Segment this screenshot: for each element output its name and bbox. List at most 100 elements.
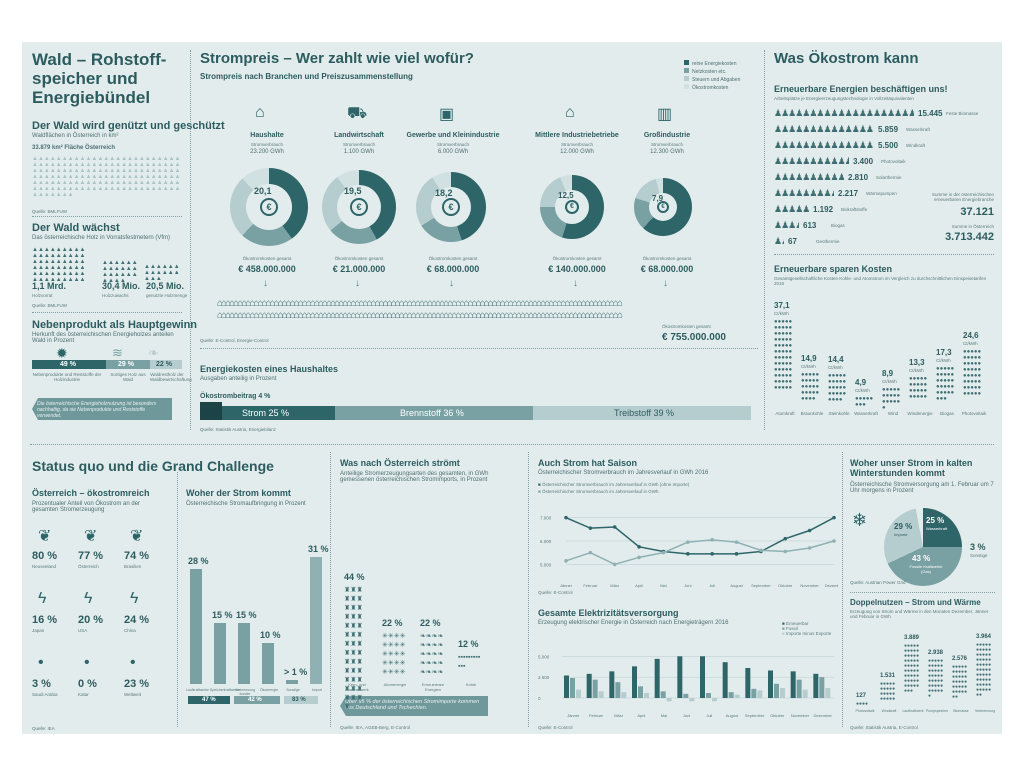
job-label: Wasserkraft bbox=[906, 127, 930, 132]
job-label: Windkraft bbox=[906, 143, 926, 148]
kosten-unit: Ct/kWh bbox=[882, 379, 897, 384]
energiekosten-title: Energiekosten eines Haushaltes bbox=[200, 364, 339, 374]
oe-title: Österreich – ökostromreich bbox=[32, 488, 150, 498]
data-point bbox=[564, 515, 568, 520]
woher-title: Woher der Strom kommt bbox=[186, 488, 291, 498]
saison-source: Quelle: E-Control bbox=[538, 590, 573, 595]
coin-stack: ●●●●●●●●●●●●●●●●●●●●●●●●●●●●●●●●●●●●●●●● bbox=[963, 349, 982, 397]
gesamt-source: Quelle: E-Control bbox=[538, 725, 573, 730]
data-point bbox=[832, 515, 836, 520]
oeko-label: Ökostromkosten gesamt bbox=[642, 256, 692, 261]
doppel-source: Quelle: Statistik Austria, E-Control bbox=[850, 725, 918, 730]
lightning-icon: ϟ bbox=[130, 590, 139, 607]
sum-value: 37.121 bbox=[960, 206, 994, 218]
bar bbox=[677, 656, 683, 698]
bar bbox=[609, 671, 615, 698]
total-value: 3.713.442 bbox=[945, 231, 994, 243]
kosten-unit: Ct/kWh bbox=[963, 341, 978, 346]
job-label: Solarthermie bbox=[876, 175, 902, 180]
total-landwirtschaft: € 21.000.000 bbox=[332, 264, 386, 274]
herkunft-bar-1 bbox=[32, 360, 106, 369]
wald-s2-label-2: Holzzuwachs bbox=[102, 293, 129, 298]
house-row: ⌂⌂⌂⌂⌂⌂⌂⌂⌂⌂⌂⌂⌂⌂⌂⌂⌂⌂⌂⌂⌂⌂⌂⌂⌂⌂⌂⌂⌂⌂⌂⌂⌂⌂⌂⌂⌂⌂⌂⌂… bbox=[217, 298, 623, 309]
coin-stack: ●●●●●●●●●●●●●●●●●●●●●●●● bbox=[801, 372, 820, 402]
job-label: Biokraftstoffe bbox=[841, 207, 868, 212]
x-tick-label: Februar bbox=[589, 713, 604, 718]
strompreis-legend: reine Energiekosten Netzkosten etc. Steu… bbox=[684, 60, 740, 92]
job-label: Feste Biomasse bbox=[946, 111, 979, 116]
bar bbox=[586, 673, 592, 698]
kosten-value: 14,9 bbox=[801, 354, 817, 363]
import-value: 12 % bbox=[458, 638, 479, 649]
person-row: ♟♟♟♟♟♟♟♟♟♟♟♟♟♟♟♟♟♟♟♟♟♟♟♟♟♟♟♟♟♟ bbox=[774, 156, 849, 166]
bar bbox=[638, 686, 643, 698]
drop-icon: • bbox=[38, 654, 44, 671]
data-point bbox=[759, 548, 763, 553]
kosten-value: 4,9 bbox=[855, 378, 867, 387]
legend-item: Österreichischer Stromverbrauch im Jahre… bbox=[541, 482, 690, 487]
legend-item: Österreichischer Stromverbrauch im Jahre… bbox=[541, 489, 659, 494]
bar bbox=[768, 670, 773, 698]
strompreis-source: Quelle: E-Control, Energie-Control bbox=[200, 338, 269, 343]
kalt-source: Quelle: Austrian Power Grid bbox=[850, 580, 906, 585]
doppel-icons: ●●●●●●●●●●●●●●●●●●●●●●●●●●●●●●●●●●●● bbox=[928, 657, 944, 699]
energiekosten-source: Quelle: Statistik Austria, Energiebilanz bbox=[200, 427, 277, 432]
coin-stack: ●●●●●●●●●●●●●●●●●●●●●●●●●●●● bbox=[936, 366, 955, 402]
coin-stack: ●●●●●●●●●●●●●●●●●●●●●●●●●●●●●●●●●●●●●●●●… bbox=[774, 319, 793, 391]
leaf-icon: ❦ bbox=[84, 528, 98, 545]
kosten-sub: Gesamtgesellschaftliche Kosten Kohle- un… bbox=[774, 276, 987, 286]
x-tick-label: Dezember bbox=[825, 583, 838, 588]
divider bbox=[190, 50, 191, 430]
total-haushalte: € 458.000.000 bbox=[238, 264, 296, 274]
coin-stack: ●●●●●●●●●●●●●●●●●●●● bbox=[909, 376, 928, 400]
brennstoff-label: Brennstoff 36 % bbox=[400, 408, 464, 418]
bar bbox=[576, 689, 581, 698]
doppel-value: 2.938 bbox=[928, 649, 944, 656]
woher-value: 10 % bbox=[260, 630, 281, 640]
wald-s2-value-3: 20,5 Mio. bbox=[146, 281, 185, 291]
jobs-sub: Arbeitsplätze je Energieerzeugungstechno… bbox=[774, 96, 914, 101]
bar bbox=[734, 694, 740, 698]
import-value: 22 % bbox=[420, 617, 441, 628]
x-tick-label: Mai bbox=[661, 713, 668, 718]
sum-label: Summe in der österreichischen erneuerbar… bbox=[931, 192, 994, 202]
wald-s1-title: Der Wald wird genützt und geschützt bbox=[32, 120, 225, 132]
leaf-icon: ❧ bbox=[148, 345, 159, 360]
person-row: ♟♟♟♟♟♟♟♟♟♟ bbox=[774, 220, 799, 230]
oeko-label: Ökostromkosten gesamt bbox=[428, 256, 478, 261]
legend-item: Erneuerbar bbox=[785, 621, 809, 626]
woher-value: 15 % bbox=[236, 609, 257, 620]
y-tick-label: 5.000 bbox=[538, 654, 550, 659]
euro-icon: € bbox=[649, 193, 677, 221]
sector-name-haushalte: Haushalte bbox=[250, 132, 284, 139]
kalt-sub: Österreichische Stromversorgung am 1. Fe… bbox=[850, 482, 994, 494]
series-line bbox=[565, 516, 835, 555]
x-tick-label: April bbox=[635, 583, 643, 588]
woher-bar bbox=[286, 679, 298, 684]
sector-usage: 6.000 GWh bbox=[437, 149, 469, 155]
tree-grid-1: ▲▲▲▲▲▲▲▲▲▲▲▲▲▲▲▲▲▲▲▲▲▲▲▲▲▲▲▲▲▲▲▲▲▲▲▲▲▲▲▲… bbox=[32, 247, 86, 283]
drop-icon: • bbox=[84, 654, 90, 671]
legend-item: reine Energiekosten bbox=[692, 61, 737, 67]
gesamt-title: Gesamte Elektrizitätsversorgung bbox=[538, 608, 679, 618]
grand-total-label: Ökostromkosten gesamt bbox=[662, 324, 711, 329]
sector-usage: 12.300 GWh bbox=[650, 149, 684, 155]
kosten-value: 17,3 bbox=[936, 348, 952, 357]
gear-icon: ✹ bbox=[56, 345, 68, 361]
x-tick-label: Mai bbox=[660, 583, 667, 588]
kalt-slice-3-label: Fossile Kraftwerke (Gas) bbox=[909, 564, 943, 574]
import-icons: ♜♜♜♜♜♜♜♜♜♜♜♜♜♜♜♜♜♜♜♜♜♜♜♜♜♜♜♜♜♜♜♜♜♜♜♜♜♜♜♜ bbox=[344, 586, 363, 711]
woher-value: 28 % bbox=[188, 556, 209, 567]
x-tick-label: November bbox=[800, 583, 819, 588]
x-tick-label: Oktober bbox=[770, 713, 785, 718]
strompreis-title: Strompreis – Wer zahlt wie viel wofür? bbox=[200, 50, 474, 67]
wald-s2-title: Der Wald wächst bbox=[32, 222, 120, 234]
y-tick-label: 7.000 bbox=[540, 516, 552, 521]
snowflake-icon: ❄ bbox=[852, 510, 868, 530]
poster: Wald – Rohstoff-speicher und Energiebünd… bbox=[22, 42, 1002, 734]
y-tick-label: 0 bbox=[538, 696, 541, 701]
kalt-slice-1: 25 % bbox=[926, 516, 945, 525]
sector-usage-label: Stromverbrauch bbox=[436, 142, 469, 147]
y-tick-label: 5.000 bbox=[540, 562, 552, 567]
doppel-label: Photovoltaik bbox=[855, 709, 875, 713]
